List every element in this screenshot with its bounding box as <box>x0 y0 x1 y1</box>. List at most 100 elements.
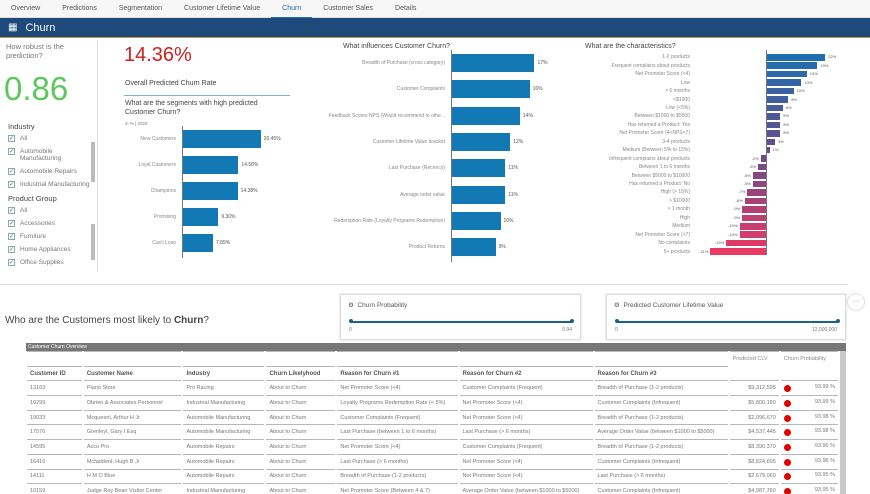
column-header-customer-id[interactable]: Customer ID <box>27 365 82 381</box>
chart-bar[interactable] <box>452 132 511 151</box>
table-row[interactable]: 17570 Grenleyl, Gary I Esq Automobile Manu… <box>27 424 838 439</box>
chart-bar[interactable] <box>726 239 766 247</box>
checkbox-checked-icon[interactable]: ✓ <box>8 220 15 227</box>
chart-bar[interactable] <box>710 248 766 255</box>
table-row[interactable]: 13163 Piano Store Pro Racing About to Churn… <box>27 380 838 395</box>
industry-filter-option[interactable]: ✓ Automobile Manufacturing <box>8 148 94 162</box>
industry-filter-option[interactable]: ✓ Automobile Repairs <box>8 168 94 175</box>
category-label: Net Promoter Score (<4) <box>635 71 690 78</box>
chart-bar[interactable] <box>767 96 789 103</box>
checkbox-checked-icon[interactable]: ✓ <box>8 181 15 188</box>
product-filter-option[interactable]: ✓ Accessories <box>8 220 94 227</box>
tab-customer-lifetime-value[interactable]: Customer Lifetime Value <box>184 5 261 12</box>
column-header-reason-for-churn-3[interactable]: Reason for Churn #3 <box>594 365 728 381</box>
chart-bar[interactable] <box>183 130 261 148</box>
checkbox-checked-icon[interactable]: ✓ <box>8 259 15 266</box>
checkbox-checked-icon[interactable]: ✓ <box>8 148 15 155</box>
slider-max-handle[interactable] <box>570 319 574 323</box>
product-filter-option[interactable]: ✓ All <box>8 207 94 214</box>
industry-filter-option[interactable]: ✓ All <box>8 135 94 142</box>
churn-probability-value: 93.96 % <box>814 442 835 449</box>
table-row[interactable]: 10159 Judge Roy Bean Visitor Center Indust… <box>27 483 838 494</box>
chart-bar[interactable] <box>744 197 766 205</box>
column-header-industry[interactable]: Industry <box>183 365 265 381</box>
checkbox-checked-icon[interactable]: ✓ <box>8 246 15 253</box>
churn-likelyhood-cell: About to Churn <box>266 409 336 425</box>
chart-bar[interactable] <box>767 79 802 86</box>
chart-bar[interactable] <box>452 54 535 72</box>
column-header-reason-for-churn-1[interactable]: Reason for Churn #1 <box>337 365 458 381</box>
slider-min-handle[interactable] <box>615 319 619 323</box>
reason-1-cell: Loyalty Programs Redemption Rate (< 5%) <box>337 395 458 410</box>
chart-bar[interactable] <box>742 214 766 222</box>
chart-bar[interactable] <box>752 172 766 179</box>
more-options-button[interactable]: ··· <box>847 293 865 311</box>
table-scrollbar[interactable] <box>840 351 846 494</box>
category-label: > 6 months <box>665 88 690 95</box>
chart-bar[interactable] <box>742 206 766 213</box>
chart-bar[interactable] <box>452 106 520 125</box>
chart-bar[interactable] <box>739 223 766 230</box>
chart-bar[interactable] <box>758 163 766 171</box>
slider-min-label: 0 <box>349 327 352 333</box>
checkbox-checked-icon[interactable]: ✓ <box>8 207 15 214</box>
chart-bar[interactable] <box>767 70 807 78</box>
chart-bar[interactable] <box>183 182 238 200</box>
chart-bar[interactable] <box>183 234 213 252</box>
industry-scrollbar[interactable] <box>91 142 95 182</box>
churn-probability-cell: 93.95 % <box>780 483 838 494</box>
tab-churn[interactable]: Churn <box>271 0 313 18</box>
table-row[interactable]: 19033 Mcqueenl, Arthur H Jr Automobile Man… <box>27 409 838 425</box>
chart-bar[interactable] <box>767 138 775 145</box>
table-row[interactable]: 16416 Mcfaddenl, Hugh B Jr Automobile Repa… <box>27 453 838 469</box>
customer-id-cell: 19033 <box>27 409 82 425</box>
tab-overview[interactable]: Overview <box>11 5 41 12</box>
table-row[interactable]: 10299 Obrien & Associates Personnel Indust… <box>27 395 838 410</box>
chart-bar[interactable] <box>183 208 219 226</box>
chart-bar[interactable] <box>767 121 781 129</box>
column-header-customer-name[interactable]: Customer Name <box>83 365 182 381</box>
column-header-reason-for-churn-2[interactable]: Reason for Churn #2 <box>459 365 593 381</box>
chart-bar[interactable] <box>767 104 783 112</box>
chart-bar[interactable] <box>183 156 239 174</box>
tab-predictions[interactable]: Predictions <box>62 5 97 12</box>
slider-max-handle[interactable] <box>836 319 840 323</box>
product-filter-option[interactable]: ✓ Home Appliances <box>8 246 94 253</box>
chart-bar[interactable] <box>739 231 766 238</box>
table-row[interactable]: 14595 Accu Pro Automobile Repairs About to … <box>27 439 838 454</box>
chart-bar[interactable] <box>452 238 496 257</box>
column-header-churn-likelyhood[interactable]: Churn Likelyhood <box>266 365 336 381</box>
tab-details[interactable]: Details <box>395 5 417 12</box>
chart-bar[interactable] <box>452 185 506 204</box>
chart-bar[interactable] <box>760 155 766 162</box>
industry-filter-option[interactable]: ✓ Industrial Manufacturing <box>8 181 94 188</box>
chart-bar[interactable] <box>752 180 766 188</box>
churn-probability-slider[interactable] <box>350 321 572 323</box>
group-header-empty <box>83 351 182 366</box>
product-scrollbar[interactable] <box>91 224 95 260</box>
chart-bar[interactable] <box>767 113 781 120</box>
checkbox-checked-icon[interactable]: ✓ <box>8 168 15 175</box>
slider-min-handle[interactable] <box>349 319 353 323</box>
chart-bar[interactable] <box>767 62 818 69</box>
chart-bar[interactable] <box>767 146 770 154</box>
tab-customer-sales[interactable]: Customer Sales <box>323 5 374 12</box>
chart-bar[interactable] <box>452 211 501 230</box>
tab-segmentation[interactable]: Segmentation <box>118 5 163 12</box>
checkbox-checked-icon[interactable]: ✓ <box>8 135 15 142</box>
chart-bar[interactable] <box>452 80 530 99</box>
category-label: Has returned a Product: Yes <box>627 121 690 128</box>
checkbox-checked-icon[interactable]: ✓ <box>8 233 15 240</box>
chart-bar[interactable] <box>767 54 826 61</box>
product-filter-option[interactable]: ✓ Furniture <box>8 233 94 240</box>
segments-subtitle: in % | 2020 <box>125 121 148 126</box>
value-label: -7% <box>738 189 746 195</box>
value-label: 22% <box>828 54 837 60</box>
table-row[interactable]: 14111 H M O Blue Automobile Repairs About t… <box>27 468 838 484</box>
product-filter-option[interactable]: ✓ Office Supplies <box>8 259 94 266</box>
chart-bar[interactable] <box>767 130 781 137</box>
chart-bar[interactable] <box>747 189 766 196</box>
chart-bar[interactable] <box>767 87 794 95</box>
chart-bar[interactable] <box>452 159 506 178</box>
clv-slider[interactable] <box>616 321 838 323</box>
